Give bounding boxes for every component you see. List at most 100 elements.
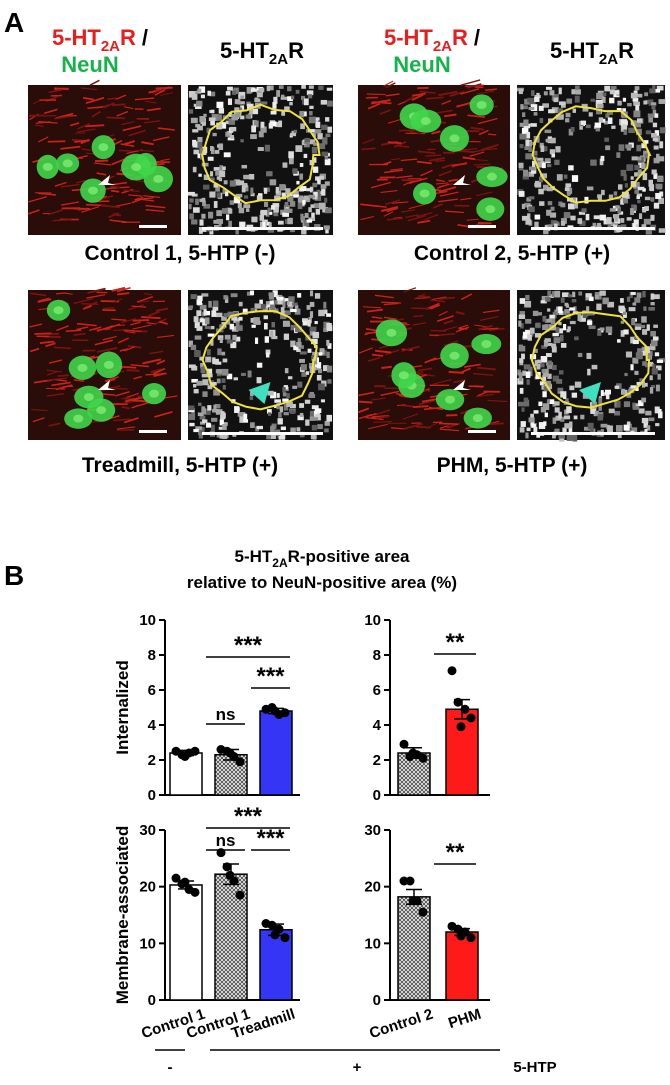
speckle — [633, 204, 637, 211]
speckle — [655, 384, 660, 392]
speckle — [279, 184, 286, 190]
y-tick-label: 30 — [364, 822, 381, 839]
speckle — [573, 415, 578, 420]
speckle — [625, 429, 631, 435]
speckle — [312, 196, 318, 200]
speckle — [280, 312, 287, 320]
speckle — [197, 125, 203, 131]
speckle — [597, 413, 604, 421]
speckle — [523, 397, 529, 402]
fiber — [441, 163, 453, 169]
speckle — [524, 98, 530, 105]
speckle — [309, 111, 313, 116]
speckle — [280, 209, 287, 215]
speckle — [652, 137, 659, 142]
speckle — [263, 322, 268, 330]
speckle — [628, 423, 632, 429]
speckle — [215, 409, 223, 415]
speckle — [644, 140, 649, 144]
speckle — [250, 307, 255, 312]
speckle — [607, 117, 613, 124]
speckle — [645, 99, 649, 104]
cell-outline — [530, 311, 651, 409]
speckle — [218, 426, 224, 430]
fiber — [61, 115, 77, 117]
speckle — [599, 327, 605, 331]
speckle — [193, 389, 199, 394]
fiber — [408, 177, 428, 185]
speckle — [259, 299, 263, 305]
speckle — [232, 334, 237, 341]
title-sep: / — [142, 25, 148, 50]
fiber — [432, 203, 444, 209]
speckle — [309, 301, 315, 307]
speckle — [546, 399, 550, 404]
speckle — [518, 191, 525, 197]
micrograph — [357, 287, 510, 440]
neun-title: NeuN — [61, 52, 118, 77]
speckle — [318, 383, 325, 391]
fiber — [371, 181, 391, 189]
data-point — [270, 930, 280, 940]
panel-label: A — [4, 7, 24, 38]
fiber — [371, 316, 383, 320]
speckle — [225, 191, 229, 197]
speckle — [308, 217, 316, 222]
speckle — [528, 171, 535, 177]
fiber — [397, 100, 407, 106]
speckle — [309, 311, 314, 318]
speckle — [546, 209, 552, 216]
fiber — [54, 87, 65, 91]
speckle — [541, 295, 549, 302]
speckle — [542, 315, 547, 322]
micrograph — [188, 290, 333, 440]
speckle — [551, 343, 557, 348]
speckle — [201, 228, 207, 232]
speckle — [600, 390, 604, 397]
fiber — [468, 385, 483, 388]
fiber — [134, 197, 144, 201]
speckle — [553, 97, 559, 103]
speckle — [628, 307, 636, 312]
data-point — [235, 757, 245, 767]
fiber — [81, 303, 99, 305]
speckle — [568, 187, 573, 194]
speckle — [202, 200, 206, 207]
speckle — [545, 383, 553, 390]
speckle — [216, 192, 221, 198]
speckle — [539, 118, 544, 124]
fiber — [358, 391, 375, 397]
fiber — [448, 370, 464, 374]
speckle — [216, 176, 221, 180]
speckle — [192, 207, 200, 213]
title-sub: 2A — [272, 556, 288, 570]
speckle — [218, 177, 223, 182]
speckle — [607, 301, 615, 308]
speckle — [200, 426, 205, 434]
fiber — [94, 159, 109, 163]
fiber — [150, 368, 162, 374]
speckle — [523, 172, 528, 177]
neuron-core — [485, 205, 496, 214]
speckle — [589, 428, 594, 434]
speckle — [520, 421, 526, 427]
speckle — [326, 414, 333, 422]
fiber — [76, 122, 91, 130]
fiber — [387, 141, 402, 145]
speckle — [276, 296, 284, 301]
fiber — [478, 324, 493, 331]
speckle — [324, 207, 332, 214]
speckle — [643, 422, 649, 428]
speckle — [224, 296, 229, 303]
speckle — [188, 364, 196, 368]
speckle — [532, 150, 538, 156]
speckle — [587, 320, 593, 325]
speckle — [534, 180, 542, 188]
data-point — [225, 748, 235, 758]
speckle — [199, 148, 204, 154]
speckle — [299, 163, 304, 167]
fiber — [38, 297, 50, 302]
speckle — [220, 122, 227, 129]
fiber — [371, 353, 384, 357]
speckle — [276, 90, 281, 97]
